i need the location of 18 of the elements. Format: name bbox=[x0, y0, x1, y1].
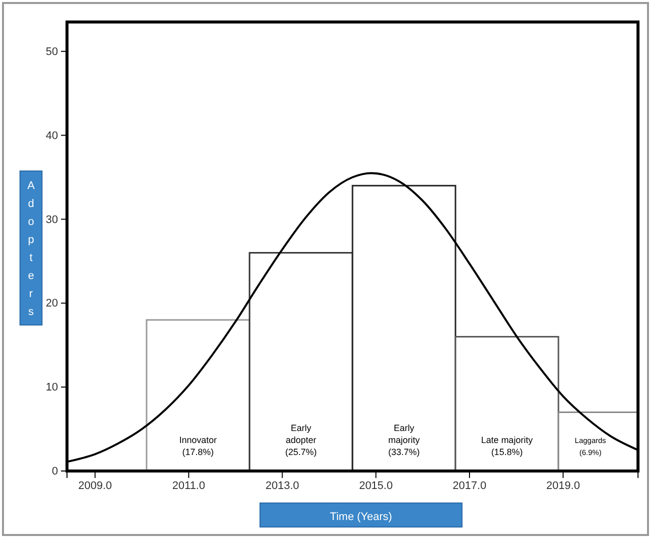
x-tick-label: 2013.0 bbox=[265, 480, 300, 492]
x-axis-title: Time (Years) bbox=[330, 511, 392, 523]
y-tick-label: 20 bbox=[46, 298, 58, 310]
annotation: Late majority (15.8%) bbox=[481, 435, 534, 457]
x-tick-label: 2009.0 bbox=[78, 480, 112, 492]
x-tick-label: 2015.0 bbox=[359, 480, 393, 492]
annotation: Early majority (33.7%) bbox=[388, 423, 420, 457]
x-tick-label: 2011.0 bbox=[172, 480, 206, 492]
y-axis-title: Adopters bbox=[27, 180, 36, 318]
y-tick-label: 30 bbox=[46, 214, 58, 226]
y-tick-label: 50 bbox=[46, 46, 58, 58]
y-tick-label: 40 bbox=[46, 130, 58, 142]
x-tick-label: 2019.0 bbox=[546, 480, 580, 492]
y-tick-label: 10 bbox=[46, 382, 58, 394]
annotation: Innovator (17.8%) bbox=[179, 435, 217, 457]
y-tick-label: 0 bbox=[52, 466, 58, 478]
x-tick-label: 2017.0 bbox=[452, 480, 486, 492]
annotation: Early adopter (25.7%) bbox=[285, 423, 317, 457]
